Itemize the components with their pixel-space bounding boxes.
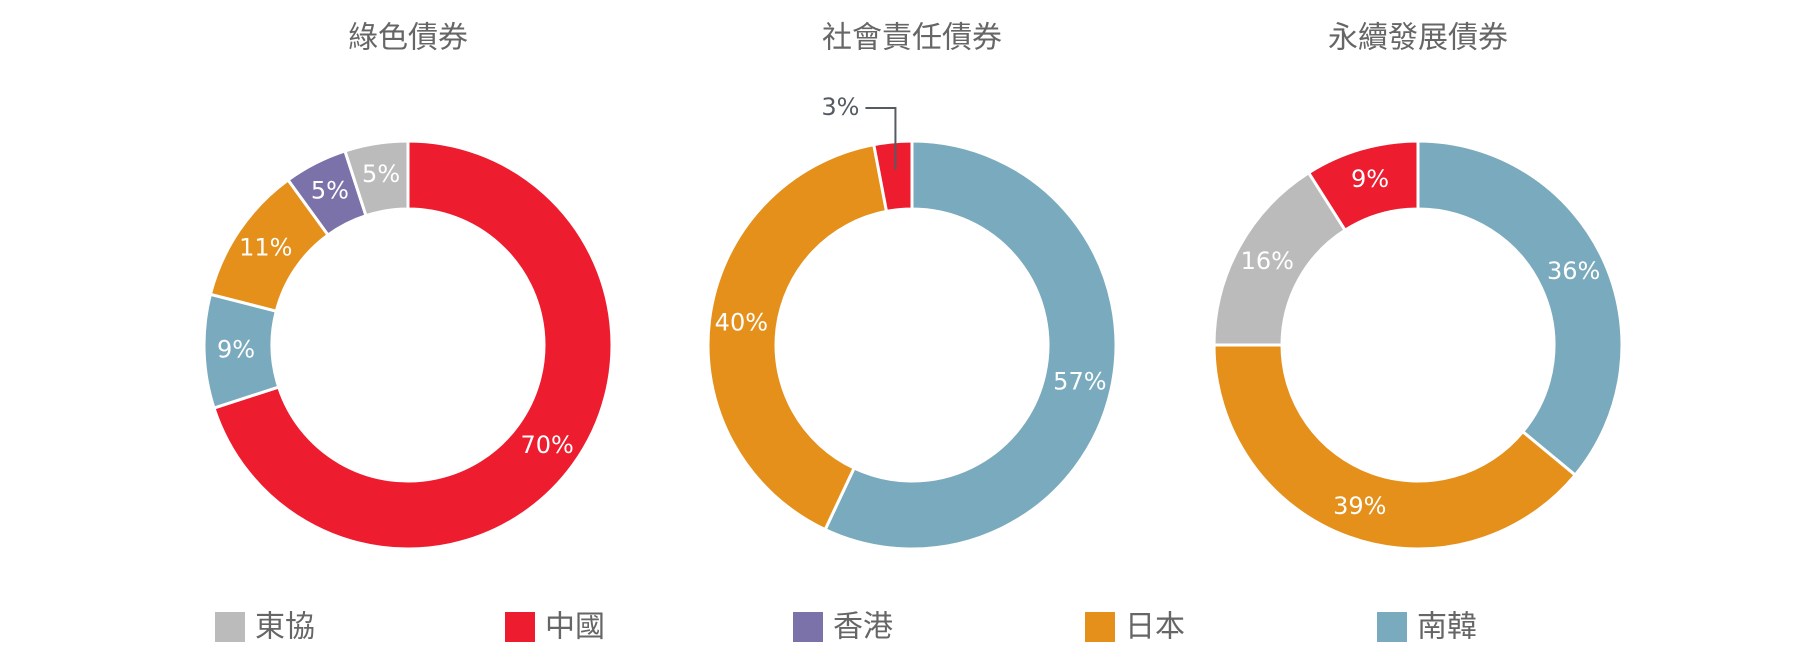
data-label: 70% — [520, 431, 573, 459]
legend-swatch — [1377, 612, 1407, 642]
legend-swatch — [215, 612, 245, 642]
legend-label: 日本 — [1125, 610, 1185, 645]
slice-中國 — [1306, 139, 1420, 233]
chart-title: 社會責任債券 — [822, 21, 1002, 56]
slice-日本 — [1212, 343, 1578, 551]
legend-item-日本: 日本 — [1085, 610, 1185, 645]
legend-label: 中國 — [545, 610, 605, 645]
data-label: 3% — [821, 93, 859, 121]
slice-南韓 — [823, 139, 1118, 551]
legend-item-中國: 中國 — [505, 610, 605, 645]
data-label: 5% — [311, 177, 349, 205]
legend-label: 東協 — [255, 610, 315, 645]
legend: 東協 中國 香港 日本 南韓 — [215, 610, 1477, 645]
charts-layer: 綠色債券 70% 9% 11% 5% 5% 社會責任債券 57% 40% 3% 永續發展債券 36% 3… — [202, 21, 1624, 551]
slice-中國 — [212, 139, 614, 551]
donut-chart-3: 永續發展債券 36% 39% 16% 9% — [1212, 21, 1624, 551]
donut-chart-1: 綠色債券 70% 9% 11% 5% 5% — [202, 21, 614, 551]
data-label: 40% — [715, 308, 768, 336]
slice-日本 — [706, 142, 889, 532]
data-label: 36% — [1547, 257, 1600, 285]
legend-label: 香港 — [833, 610, 893, 645]
data-label: 11% — [239, 233, 292, 261]
data-label: 39% — [1333, 492, 1386, 520]
legend-swatch — [1085, 612, 1115, 642]
leader-line — [865, 107, 897, 170]
legend-swatch — [793, 612, 823, 642]
chart-title: 永續發展債券 — [1328, 21, 1508, 56]
legend-label: 南韓 — [1417, 610, 1477, 645]
legend-item-香港: 香港 — [793, 610, 893, 645]
legend-item-南韓: 南韓 — [1377, 610, 1477, 645]
data-label: 5% — [362, 160, 400, 188]
donut-chart-2: 社會責任債券 57% 40% 3% — [706, 21, 1118, 551]
data-label: 16% — [1241, 247, 1294, 275]
data-label: 9% — [1351, 165, 1389, 193]
data-label: 9% — [217, 335, 255, 363]
slice-東協 — [343, 139, 410, 218]
data-label: 57% — [1053, 368, 1106, 396]
chart-title: 綠色債券 — [348, 21, 468, 56]
slice-南韓 — [1416, 139, 1624, 478]
slice-中國 — [872, 139, 914, 214]
legend-swatch — [505, 612, 535, 642]
legend-item-東協: 東協 — [215, 610, 315, 645]
